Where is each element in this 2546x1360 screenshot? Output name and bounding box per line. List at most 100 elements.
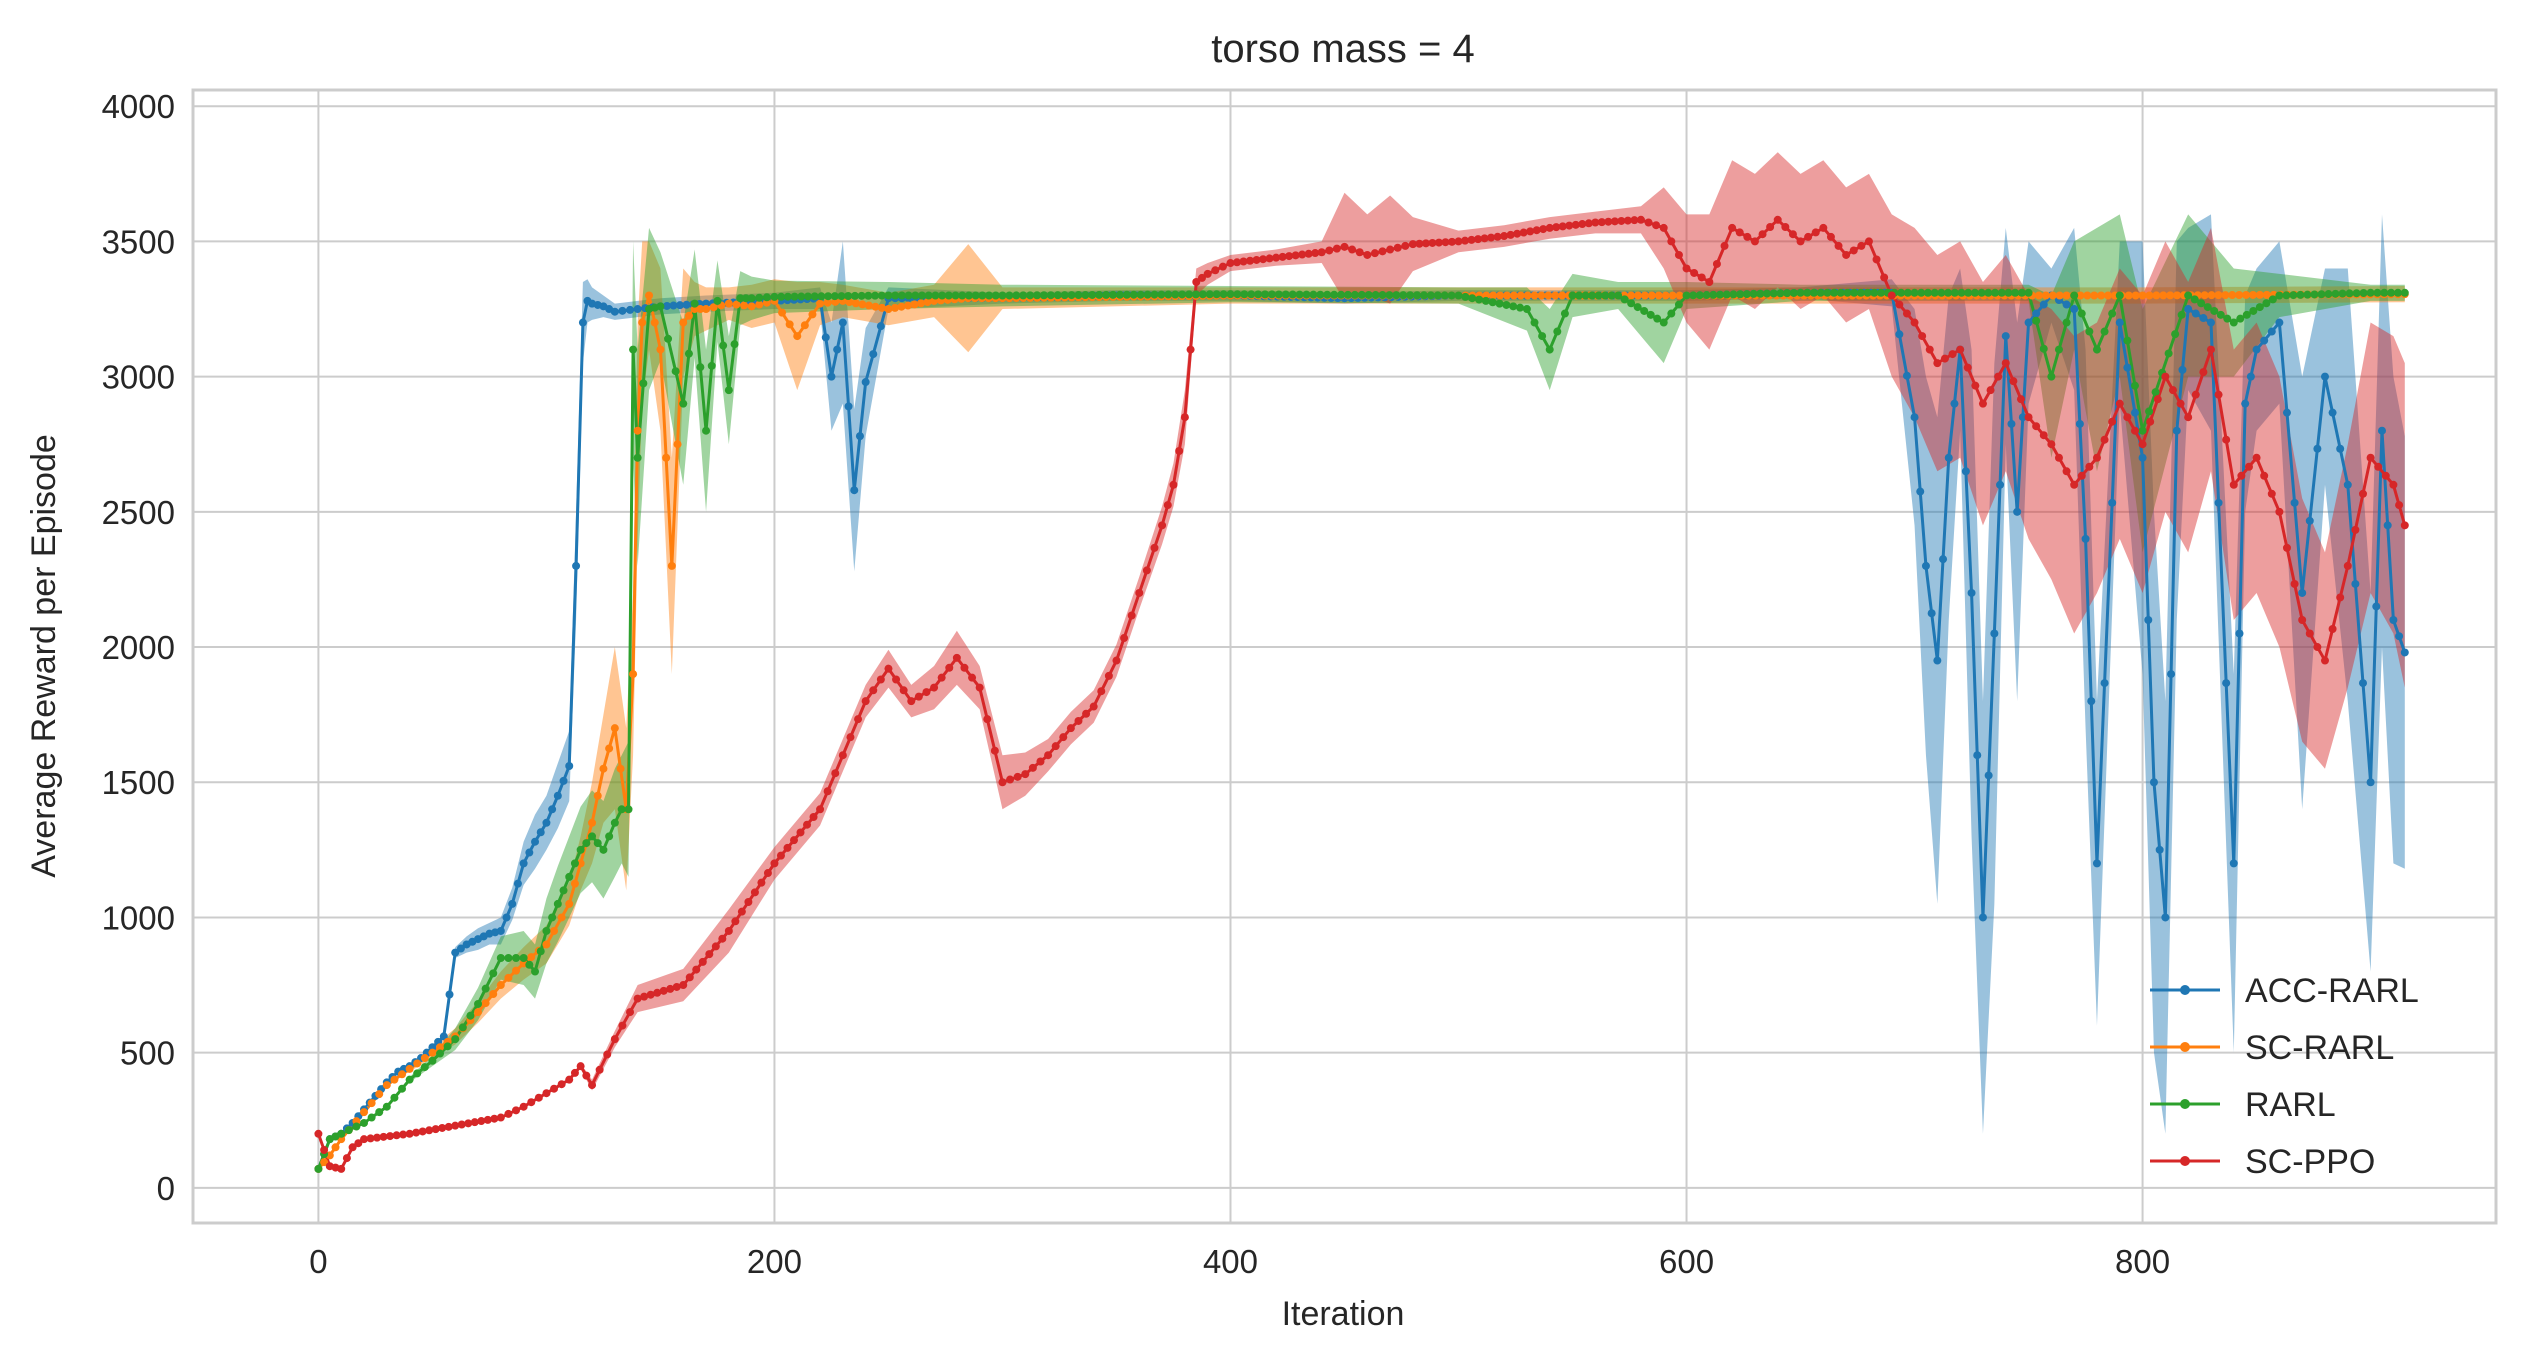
sc-rarl-point — [2104, 291, 2113, 300]
rarl-point — [1019, 291, 1028, 300]
sc-ppo-point — [1545, 223, 1554, 232]
rarl-point — [1722, 290, 1731, 299]
rarl-point — [1830, 288, 1839, 297]
sc-ppo-point — [1211, 266, 1220, 275]
rarl-point — [1716, 290, 1725, 299]
rarl-point — [1863, 288, 1872, 297]
sc-ppo-point — [464, 1119, 473, 1128]
rarl-point — [864, 291, 873, 300]
rarl-point — [1323, 290, 1332, 299]
acc-rarl-point — [2062, 300, 2071, 309]
rarl-point — [944, 291, 953, 300]
sc-rarl-point — [1509, 291, 1518, 300]
rarl-point — [1530, 318, 1539, 327]
acc-rarl-point — [1910, 413, 1919, 422]
sc-ppo-point — [783, 843, 792, 852]
sc-ppo-point — [2130, 426, 2139, 435]
acc-rarl-point — [838, 318, 847, 327]
acc-rarl-point — [1933, 656, 1942, 665]
acc-rarl-point — [2007, 419, 2016, 428]
rarl-point — [924, 291, 933, 300]
sc-ppo-point — [1059, 733, 1068, 742]
sc-ppo-point — [360, 1135, 369, 1144]
sc-ppo-point — [405, 1129, 414, 1138]
rarl-point — [1385, 291, 1394, 300]
sc-ppo-point — [1135, 588, 1144, 597]
sc-ppo-point — [757, 878, 766, 887]
sc-ppo-point — [1804, 232, 1813, 241]
rarl-point — [1440, 291, 1449, 300]
sc-rarl-point — [1634, 291, 1643, 300]
sc-rarl-point — [1647, 291, 1656, 300]
sc-rarl-point — [1627, 291, 1636, 300]
sc-ppo-point — [490, 1114, 499, 1123]
acc-rarl-point — [869, 350, 878, 359]
rarl-point — [2223, 314, 2232, 323]
sc-rarl-point — [917, 299, 926, 308]
sc-ppo-point — [1925, 345, 1934, 354]
acc-rarl-point — [2343, 480, 2352, 489]
acc-rarl-point — [2108, 498, 2117, 507]
sc-rarl-point — [904, 301, 913, 310]
sc-rarl-point — [496, 981, 505, 990]
rarl-point — [2032, 316, 2041, 325]
rarl-point — [884, 291, 893, 300]
rarl-point — [1823, 288, 1832, 297]
sc-ppo-point — [1591, 218, 1600, 227]
rarl-point — [1433, 291, 1442, 300]
sc-ppo-point — [1788, 230, 1797, 239]
rarl-point — [2100, 327, 2109, 336]
sc-ppo-point — [1142, 566, 1151, 575]
rarl-point — [1674, 300, 1683, 309]
sc-rarl-point — [375, 1090, 384, 1099]
sc-ppo-point — [640, 992, 649, 1001]
sc-rarl-point — [1489, 291, 1498, 300]
sc-rarl-point — [2083, 291, 2092, 300]
acc-rarl-point — [2130, 408, 2139, 417]
sc-rarl-point — [1551, 291, 1560, 300]
rarl-point — [730, 340, 739, 349]
sc-ppo-point — [1393, 243, 1402, 252]
sc-ppo-point — [1584, 219, 1593, 228]
sc-rarl-point — [331, 1143, 340, 1152]
sc-ppo-point — [1773, 215, 1782, 224]
sc-ppo-point — [496, 1113, 505, 1122]
sc-rarl-point — [1502, 291, 1511, 300]
acc-rarl-point — [2070, 305, 2079, 314]
sc-ppo-point — [2336, 593, 2345, 602]
sc-ppo-point — [2267, 489, 2276, 498]
rarl-point — [1219, 290, 1228, 299]
sc-ppo-point — [2366, 453, 2375, 462]
sc-ppo-point — [1636, 215, 1645, 224]
sc-rarl-point — [605, 744, 614, 753]
rarl-point — [1695, 291, 1704, 300]
rarl-point — [2197, 299, 2206, 308]
rarl-point — [1923, 288, 1932, 297]
rarl-point — [671, 367, 680, 376]
acc-rarl-point — [508, 899, 517, 908]
sc-ppo-point — [2358, 489, 2367, 498]
acc-rarl-point — [2092, 859, 2101, 868]
sc-ppo-point — [2062, 467, 2071, 476]
rarl-point — [2024, 288, 2033, 297]
sc-ppo-point — [1112, 656, 1121, 665]
sc-ppo-point — [2313, 643, 2322, 652]
sc-ppo-point — [899, 686, 908, 695]
sc-ppo-point — [1697, 273, 1706, 282]
sc-ppo-point — [930, 683, 939, 692]
sc-rarl-point — [2235, 291, 2244, 300]
sc-ppo-point — [2244, 462, 2253, 471]
rarl-point — [1026, 291, 1035, 300]
rarl-point — [1944, 288, 1953, 297]
rarl-point — [971, 291, 980, 300]
rarl-point — [1729, 290, 1738, 299]
acc-rarl-point — [1921, 561, 1930, 570]
rarl-point — [1288, 290, 1297, 299]
y-tick-label: 0 — [157, 1170, 175, 1207]
rarl-point — [2338, 289, 2347, 298]
sc-ppo-point — [1500, 232, 1509, 241]
sc-ppo-point — [2237, 471, 2246, 480]
acc-rarl-point — [1984, 771, 1993, 780]
sc-ppo-point — [770, 859, 779, 868]
sc-ppo-legend-label: SC-PPO — [2245, 1143, 2375, 1181]
